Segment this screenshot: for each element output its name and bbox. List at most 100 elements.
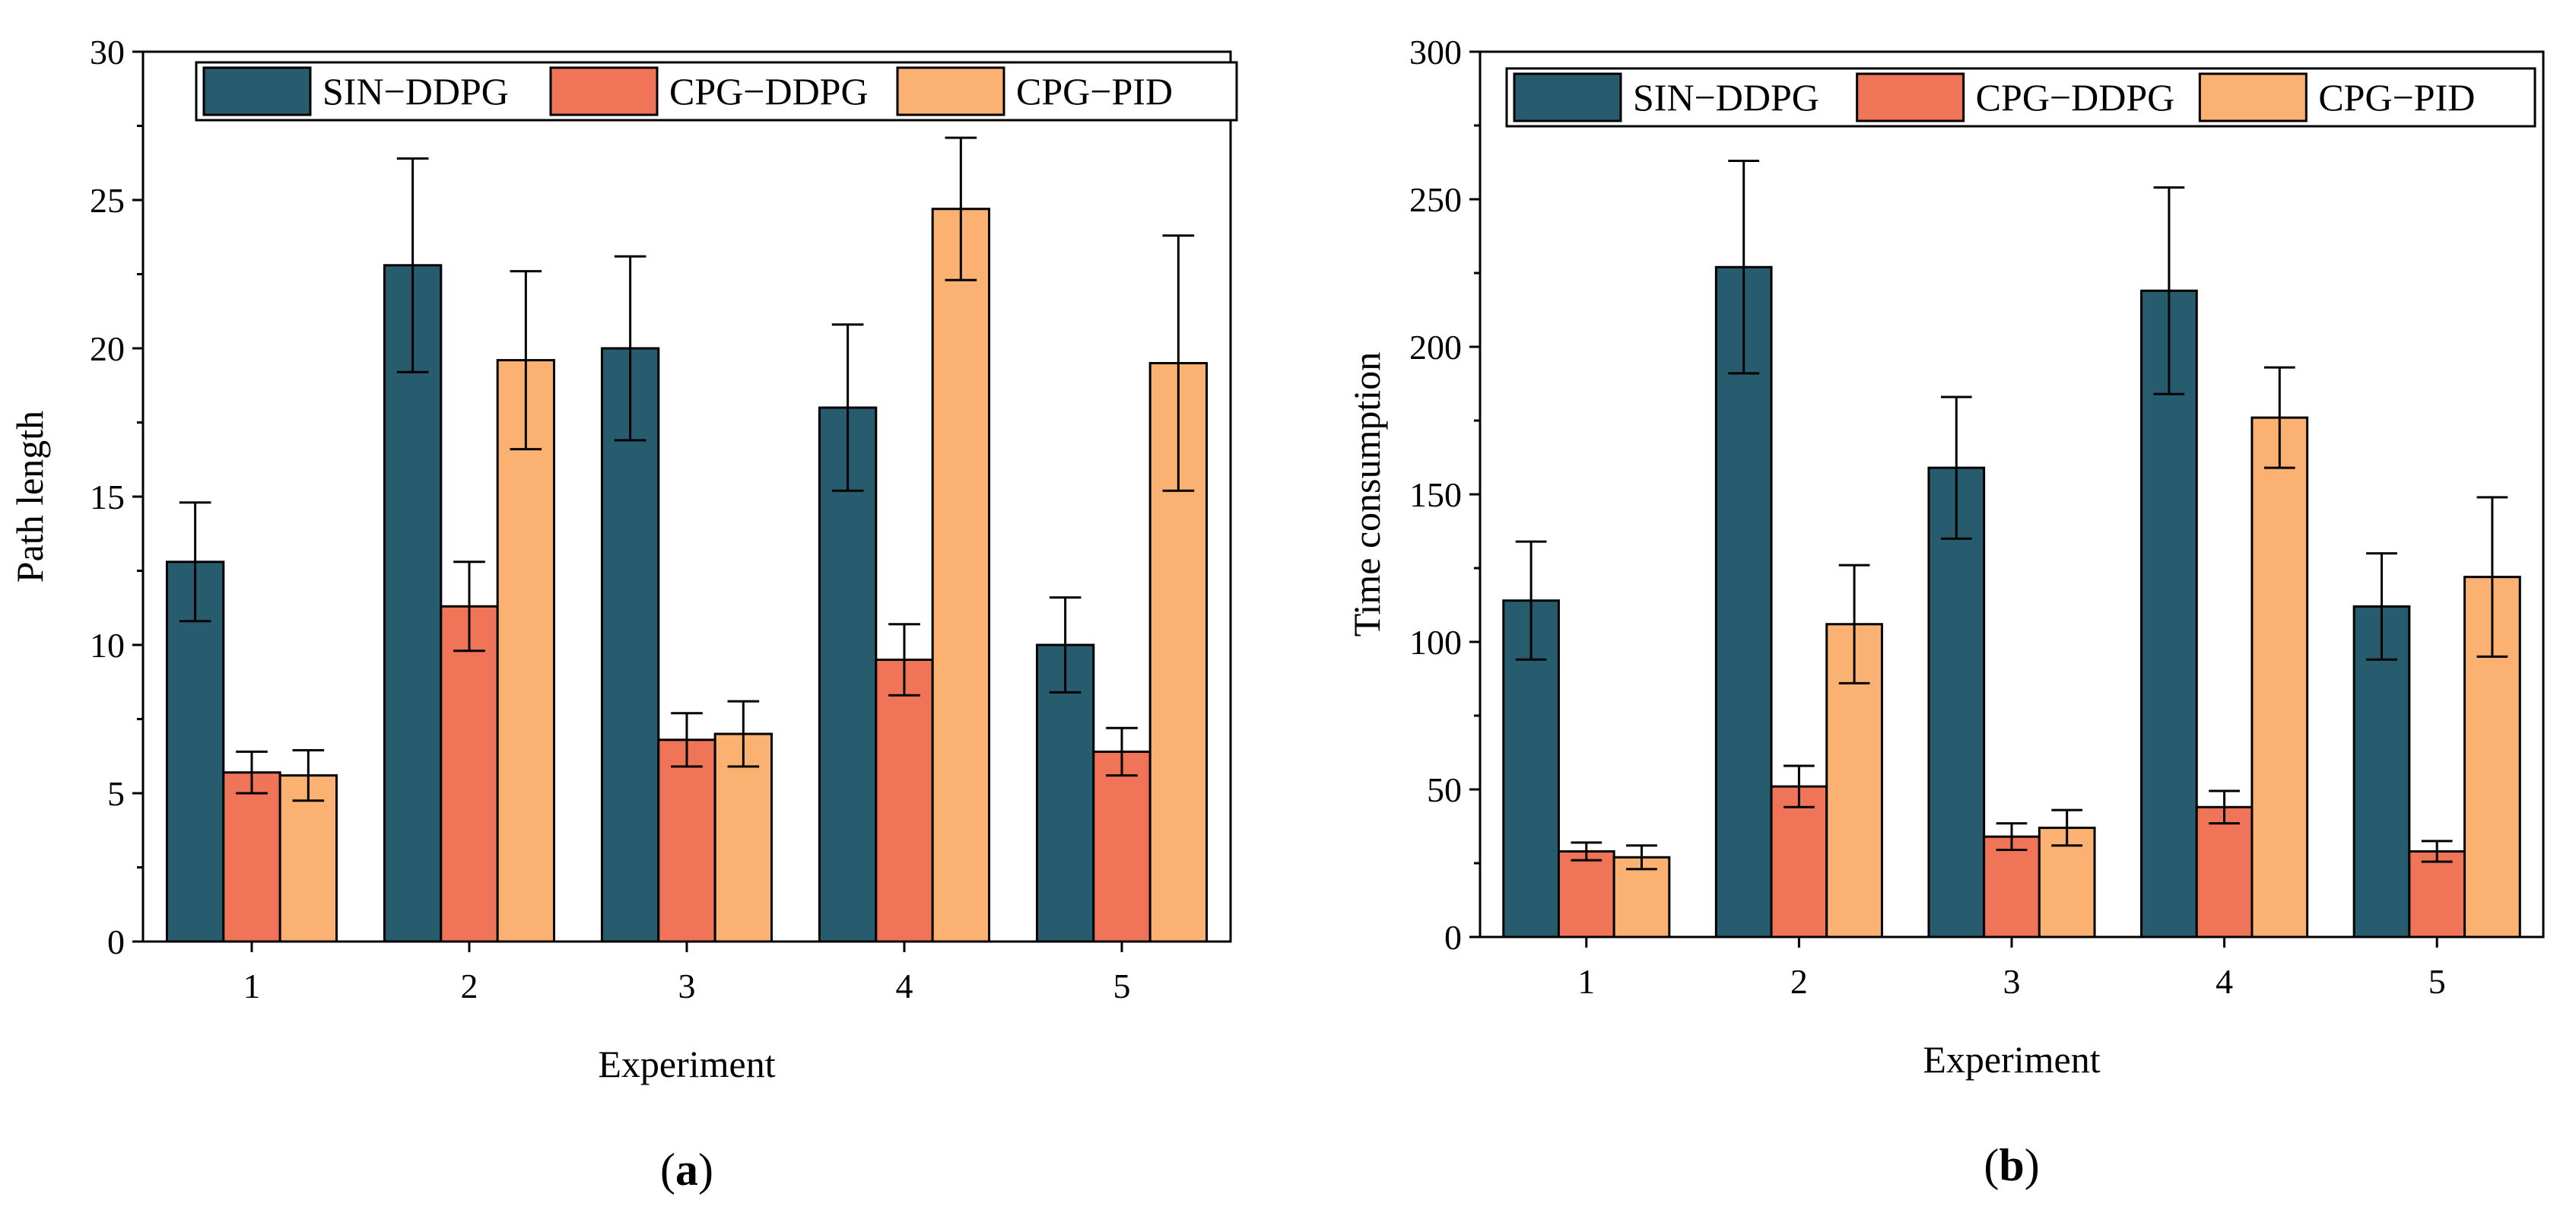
bar-cpg-pid-1 <box>1612 856 1671 938</box>
error-bar-cpg-ddpg-5 <box>1106 726 1138 777</box>
error-bar-sin-ddpg-4 <box>831 323 864 492</box>
bar-cpg-ddpg-2 <box>1770 785 1828 938</box>
legend-entry-sin-ddpg: SIN−DDPG <box>202 66 509 116</box>
bar-sin-ddpg-5 <box>2352 605 2411 938</box>
x-tick-label: 3 <box>2003 962 2021 1001</box>
y-axis: 0 5 10 15 20 25 30 <box>90 33 143 961</box>
legend-box <box>1505 67 2536 128</box>
error-bar-sin-ddpg-5 <box>2366 552 2397 661</box>
panel-label: (a) <box>660 1145 713 1195</box>
x-tick-label: 1 <box>1577 962 1595 1001</box>
legend-box <box>195 61 1238 122</box>
legend-label: CPG−PID <box>2318 76 2475 119</box>
legend-label: SIN−DDPG <box>1633 76 1819 119</box>
series-sin-ddpg <box>1502 160 2411 938</box>
chart-panel-a: 0 5 10 15 20 25 30 1 2 3 4 5 Experiment Path length (a… <box>8 33 1238 1195</box>
legend-entry-cpg-pid: CPG−PID <box>896 66 1173 116</box>
legend-swatch <box>549 66 659 116</box>
series-cpg-pid <box>278 136 1209 943</box>
bar-cpg-ddpg-4 <box>2195 805 2254 938</box>
error-bar-cpg-ddpg-4 <box>2209 789 2240 825</box>
x-tick-label: 4 <box>896 967 913 1005</box>
x-tick-label: 3 <box>678 967 696 1005</box>
legend: SIN−DDPG CPG−DDPG CPG−PID <box>195 61 1238 122</box>
error-bar-sin-ddpg-4 <box>2153 186 2185 395</box>
x-tick-label: 5 <box>1113 967 1131 1005</box>
error-bar-cpg-ddpg-4 <box>888 623 920 697</box>
error-bar-cpg-pid-3 <box>2051 808 2083 847</box>
bar-cpg-pid-1 <box>278 774 338 943</box>
bar-sin-ddpg-1 <box>165 561 225 943</box>
y-tick-label: 50 <box>1427 770 1462 809</box>
error-bar-sin-ddpg-5 <box>1049 596 1082 694</box>
legend-swatch <box>1856 72 1965 122</box>
bar-cpg-ddpg-5 <box>2408 850 2466 938</box>
bar-cpg-ddpg-1 <box>222 771 281 943</box>
error-bar-cpg-pid-1 <box>292 748 325 802</box>
y-tick-label: 100 <box>1409 623 1462 662</box>
legend-label: CPG−DDPG <box>669 70 869 113</box>
chart-panel-b: 0 50 100 150 200 250 300 1 2 3 4 5 Experiment Time co… <box>1345 33 2545 1190</box>
x-tick-label: 5 <box>2428 962 2446 1001</box>
x-axis: 1 2 3 4 5 <box>243 942 1131 1005</box>
y-tick-label: 250 <box>1409 180 1462 219</box>
legend: SIN−DDPG CPG−DDPG CPG−PID <box>1505 67 2536 128</box>
y-axis-title: Path length <box>8 411 51 583</box>
y-tick-label: 0 <box>107 923 125 961</box>
error-bar-cpg-pid-5 <box>2476 496 2508 658</box>
error-bar-cpg-pid-3 <box>727 700 760 768</box>
error-bar-cpg-ddpg-3 <box>1996 822 2028 852</box>
error-bar-cpg-ddpg-5 <box>2421 840 2453 863</box>
error-bar-cpg-ddpg-1 <box>1571 841 1602 862</box>
error-bar-sin-ddpg-2 <box>396 157 429 373</box>
error-bar-cpg-pid-5 <box>1162 234 1195 492</box>
y-tick-label: 15 <box>90 478 125 516</box>
y-tick-label: 150 <box>1409 475 1462 514</box>
legend-label: CPG−PID <box>1016 70 1173 113</box>
error-bar-cpg-pid-1 <box>1626 844 1657 871</box>
legend-entry-cpg-ddpg: CPG−DDPG <box>1856 72 2175 122</box>
bar-cpg-pid-4 <box>2250 416 2309 938</box>
legend-swatch <box>896 66 1005 116</box>
y-tick-label: 0 <box>1444 918 1462 957</box>
y-tick-label: 5 <box>107 774 125 813</box>
error-bar-cpg-ddpg-2 <box>453 561 485 653</box>
panel-label: (b) <box>1984 1140 2039 1190</box>
bar-cpg-ddpg-5 <box>1092 750 1151 943</box>
y-tick-label: 30 <box>90 33 125 71</box>
x-axis-title: Experiment <box>598 1043 775 1085</box>
error-bar-sin-ddpg-1 <box>1515 540 1547 661</box>
y-tick-label: 20 <box>90 329 125 368</box>
y-tick-label: 200 <box>1409 328 1462 367</box>
y-tick-label: 10 <box>90 626 125 665</box>
error-bar-sin-ddpg-1 <box>179 501 211 623</box>
y-axis: 0 50 100 150 200 250 300 <box>1409 33 1480 957</box>
x-tick-label: 2 <box>461 967 478 1005</box>
series-sin-ddpg <box>165 157 1095 943</box>
x-tick-label: 4 <box>2215 962 2233 1001</box>
legend-entry-cpg-ddpg: CPG−DDPG <box>549 66 869 116</box>
error-bar-sin-ddpg-3 <box>614 255 646 442</box>
error-bar-cpg-pid-2 <box>510 270 542 451</box>
error-bar-cpg-ddpg-3 <box>671 712 703 768</box>
error-bar-sin-ddpg-2 <box>1728 160 1760 375</box>
legend-entry-sin-ddpg: SIN−DDPG <box>1513 72 1819 122</box>
y-axis-title: Time consumption <box>1345 352 1388 637</box>
bar-sin-ddpg-2 <box>383 264 443 943</box>
y-tick-label: 300 <box>1409 33 1462 71</box>
bar-cpg-ddpg-3 <box>1983 835 2041 938</box>
bar-sin-ddpg-3 <box>1927 466 1986 938</box>
error-bar-cpg-pid-4 <box>945 136 977 281</box>
legend-entry-cpg-pid: CPG−PID <box>2198 72 2475 122</box>
bar-cpg-ddpg-4 <box>875 659 934 943</box>
y-tick-label: 25 <box>90 181 125 220</box>
bar-cpg-ddpg-2 <box>440 605 499 943</box>
legend-swatch <box>1513 72 1622 122</box>
bar-cpg-pid-4 <box>931 208 991 943</box>
x-axis: 1 2 3 4 5 <box>1577 937 2446 1001</box>
legend-label: CPG−DDPG <box>1976 76 2175 119</box>
error-bar-cpg-ddpg-1 <box>236 750 268 795</box>
x-axis-title: Experiment <box>1923 1038 2100 1081</box>
error-bar-cpg-ddpg-2 <box>1784 764 1815 808</box>
error-bar-cpg-pid-4 <box>2263 366 2295 469</box>
